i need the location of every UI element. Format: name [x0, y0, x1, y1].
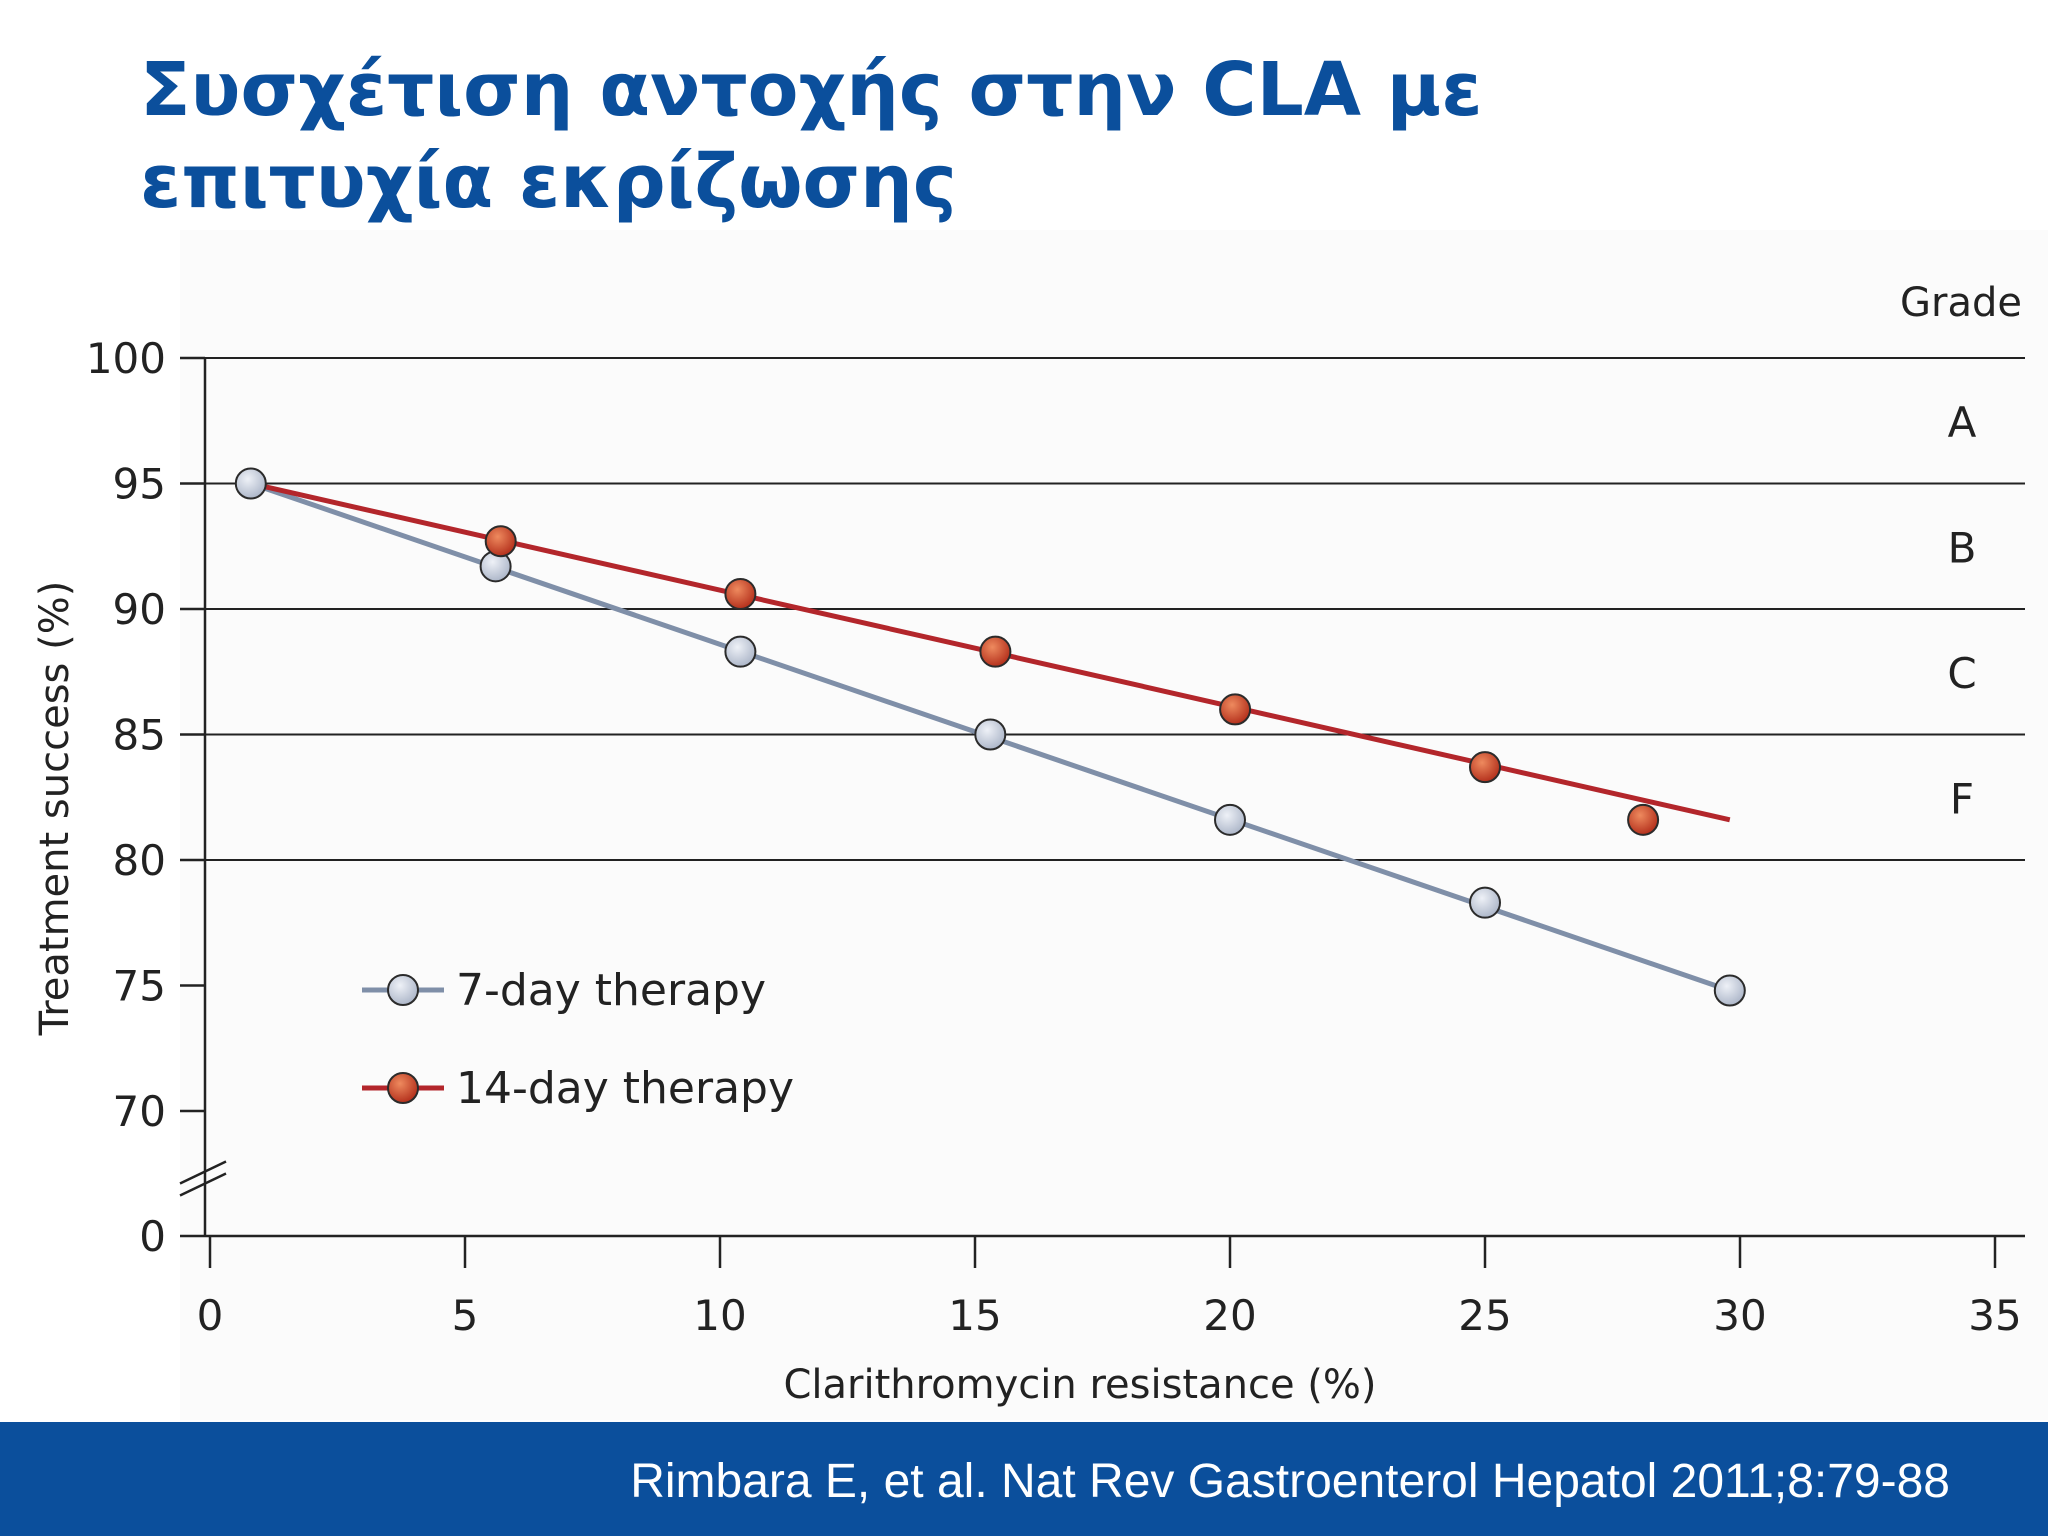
data-point: [1469, 751, 1501, 784]
grade-lines: [205, 357, 2025, 861]
grade-header: Grade: [1900, 280, 2022, 326]
axis-break-mark: [179, 1172, 227, 1197]
grade-label: A: [1948, 398, 1977, 447]
data-point: [484, 525, 517, 558]
chart-labels: 0 70 75 80 85 90 95 100 0 5 10 15 20 25 30 35 Clarithrom…: [32, 280, 2022, 1408]
chart: 0 70 75 80 85 90 95 100 0 5 10 15 20 25 30 35 Clarithrom…: [32, 230, 2048, 1420]
x-tick-label: 35: [1968, 1291, 2021, 1340]
series-points: [234, 467, 1746, 1007]
data-point: [1219, 693, 1252, 726]
data-point: [1469, 886, 1501, 919]
x-tick-label: 15: [948, 1291, 1001, 1340]
y-tick-label: 75: [113, 962, 166, 1011]
y-tick-label: 80: [113, 836, 166, 885]
data-point: [1214, 803, 1246, 836]
legend-label: 14-day therapy: [456, 1063, 794, 1114]
data-point: [1713, 974, 1746, 1007]
y-axis-title: Treatment success (%): [32, 581, 78, 1037]
data-point: [974, 718, 1007, 751]
citation: Rimbara E, et al. Nat Rev Gastroenterol …: [630, 1455, 1950, 1508]
axis-break-mark: [179, 1160, 227, 1185]
x-tick-label: 5: [452, 1291, 479, 1340]
y-tick-label: 100: [86, 334, 166, 383]
data-point: [1627, 803, 1660, 836]
grade-label: C: [1947, 649, 1976, 698]
data-point: [979, 635, 1012, 668]
legend: 7-day therapy 14-day therapy: [362, 965, 794, 1114]
y-tick-label: 90: [113, 585, 166, 634]
legend-marker: [387, 974, 419, 1006]
data-point: [724, 635, 757, 668]
plot-background: [180, 230, 2048, 1420]
x-tick-label: 25: [1458, 1291, 1511, 1340]
x-tick-label: 30: [1713, 1291, 1766, 1340]
grade-label: B: [1948, 523, 1977, 572]
y-tick-label: 85: [113, 711, 166, 760]
data-point: [234, 467, 267, 500]
slide-title: Συσχέτιση αντοχής στην CLA με επιτυχία ε…: [140, 47, 1483, 225]
x-tick-label: 20: [1203, 1291, 1256, 1340]
x-tick-label: 0: [197, 1291, 224, 1340]
data-point: [724, 577, 757, 610]
legend-marker: [387, 1072, 419, 1104]
footer-bar: Rimbara E, et al. Nat Rev Gastroenterol …: [0, 1422, 2048, 1536]
axes: [179, 356, 2025, 1268]
y-tick-label: 95: [113, 460, 166, 509]
y-tick-label: 0: [139, 1212, 166, 1261]
x-axis-title: Clarithromycin resistance (%): [783, 1362, 1376, 1408]
x-tick-label: 10: [693, 1291, 746, 1340]
legend-label: 7-day therapy: [456, 965, 766, 1016]
grade-label: F: [1950, 774, 1974, 823]
y-tick-label: 70: [113, 1087, 166, 1136]
